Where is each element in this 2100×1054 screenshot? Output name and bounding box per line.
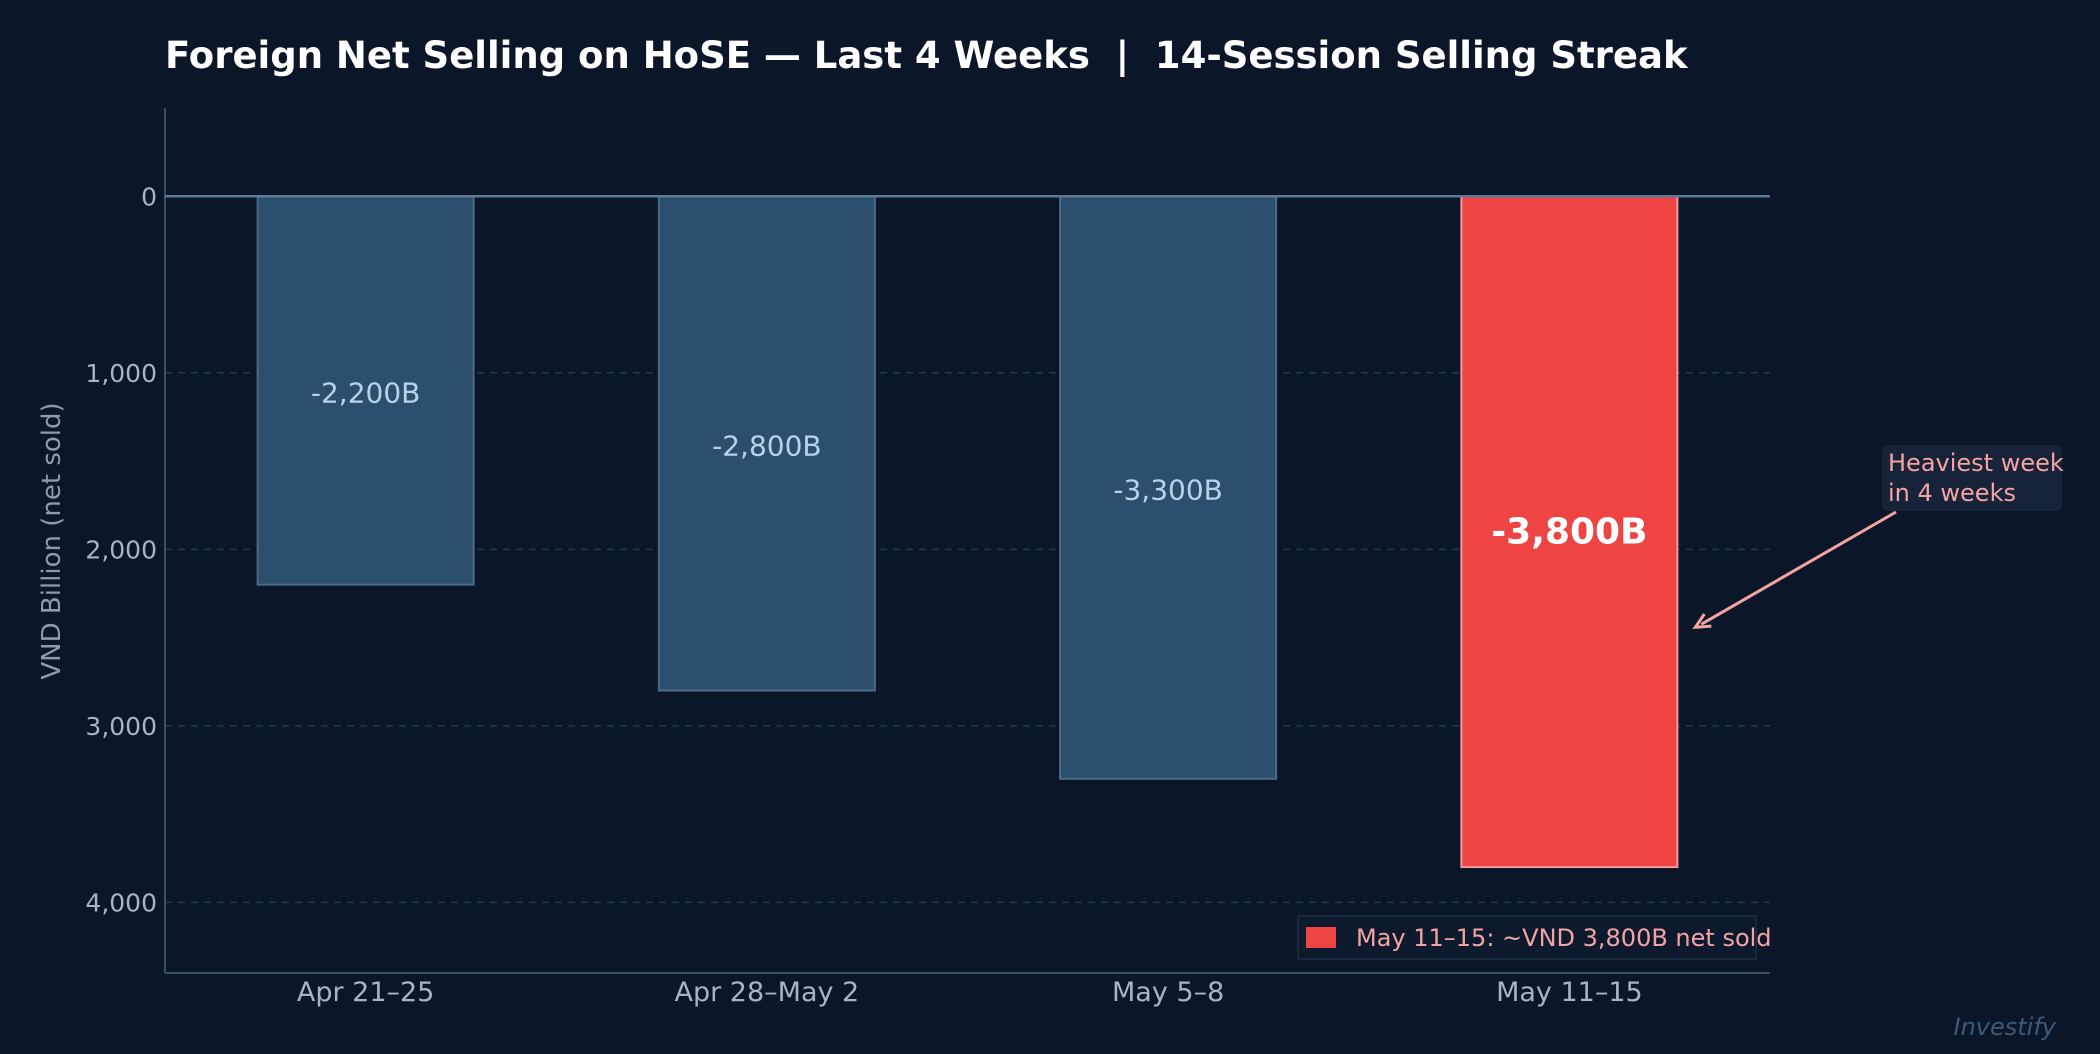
y-tick-label: 2,000 (85, 535, 157, 564)
annotation-text: in 4 weeks (1888, 479, 2016, 507)
y-tick-label: 3,000 (85, 712, 157, 741)
data-labels: -2,200B -2,800B -3,300B -3,800B (311, 376, 1648, 552)
y-tick-label: 1,000 (85, 359, 157, 388)
y-axis-label: VND Billion (net sold) (37, 402, 67, 679)
x-tick-label: May 11–15 (1496, 977, 1643, 1008)
annotation-arrowhead (1692, 613, 1712, 629)
x-tick-label: Apr 21–25 (297, 977, 435, 1008)
data-label: -2,200B (311, 376, 420, 409)
axes (164, 108, 1770, 974)
tick-labels: 0 1,000 2,000 3,000 4,000 Apr 21–25 Apr 28–May… (85, 182, 1642, 1008)
annotation-text: Heaviest week (1888, 449, 2064, 477)
data-label: -3,300B (1113, 474, 1222, 507)
y-tick-label: 4,000 (85, 888, 157, 917)
legend-box (1297, 915, 1757, 960)
watermark: Investify (1954, 1013, 2057, 1041)
legend: May 11–15: ~VND 3,800B net sold (1297, 915, 1772, 960)
bar-highlight (1460, 195, 1679, 869)
y-tick-label: 0 (141, 182, 157, 211)
annotation-box (1882, 445, 2062, 511)
bars (256, 195, 1679, 869)
data-label: -3,800B (1491, 512, 1647, 553)
x-tick-label: May 5–8 (1112, 977, 1224, 1008)
x-tick-label: Apr 28–May 2 (675, 977, 860, 1008)
bar (256, 195, 475, 586)
annotation-arrow (1700, 510, 1897, 626)
data-label: -2,800B (712, 429, 821, 462)
legend-swatch (1306, 927, 1336, 948)
bar (657, 195, 876, 692)
legend-label: May 11–15: ~VND 3,800B net sold (1356, 924, 1772, 952)
chart-title: Foreign Net Selling on HoSE — Last 4 Wee… (165, 34, 1689, 77)
